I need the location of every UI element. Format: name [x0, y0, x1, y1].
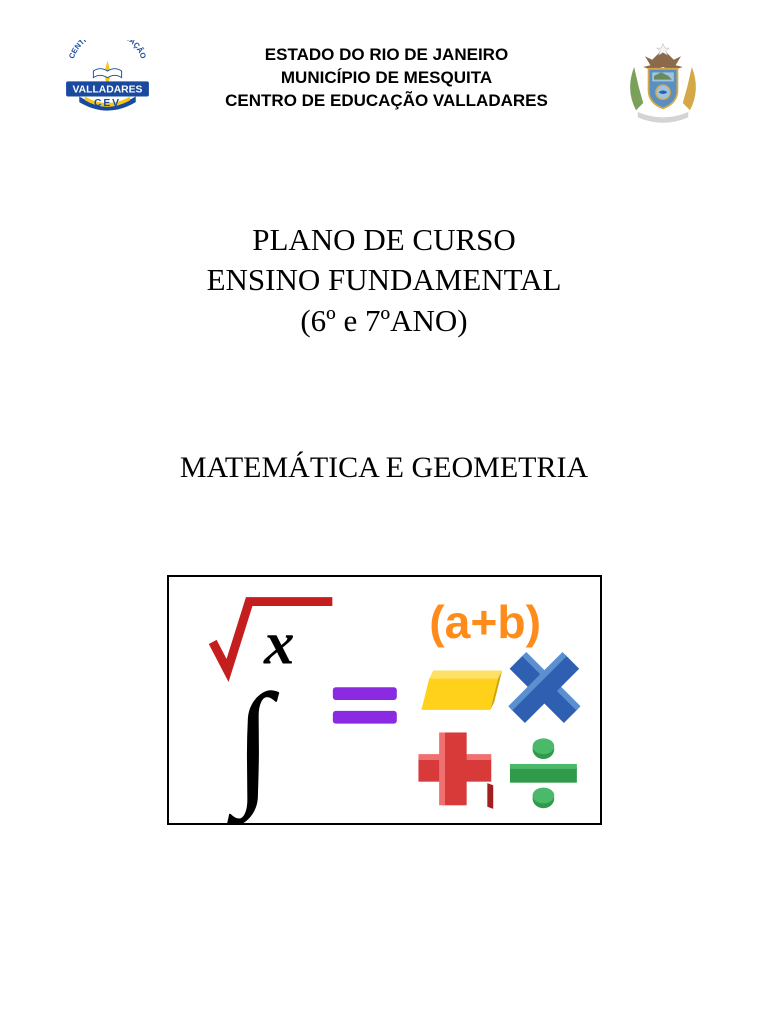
course-title: PLANO DE CURSO ENSINO FUNDAMENTAL (6º e … [60, 220, 708, 341]
header-line-3: CENTRO DE EDUCAÇÃO VALLADARES [165, 90, 608, 113]
header-line-2: MUNICÍPIO DE MESQUITA [165, 67, 608, 90]
svg-text:CEV: CEV [94, 98, 121, 109]
equals-symbol [332, 687, 396, 723]
subject-title: MATEMÁTICA E GEOMETRIA [60, 451, 708, 485]
integral-symbol: ∫ [226, 665, 279, 822]
logo-band-text: VALLADARES [73, 85, 143, 96]
header-row: CENTRO DE EDUCAÇÃO VALLADARES CEV ESTADO… [60, 40, 708, 130]
institution-header: ESTADO DO RIO DE JANEIRO MUNICÍPIO DE ME… [165, 40, 608, 113]
valladares-logo: CENTRO DE EDUCAÇÃO VALLADARES CEV [60, 40, 155, 120]
title-line-2: ENSINO FUNDAMENTAL [60, 260, 708, 300]
divide-tile [509, 738, 576, 808]
document-page: CENTRO DE EDUCAÇÃO VALLADARES CEV ESTADO… [0, 0, 768, 865]
rio-coat-of-arms [618, 40, 708, 130]
parentheses-expression: (a+b) [429, 596, 541, 648]
minus-tile [421, 670, 502, 709]
times-tile [490, 634, 599, 743]
plus-tile [418, 732, 493, 808]
math-illustration: x ∫ (a+b) [167, 575, 602, 825]
header-line-1: ESTADO DO RIO DE JANEIRO [165, 44, 608, 67]
svg-text:CENTRO DE EDUCAÇÃO: CENTRO DE EDUCAÇÃO [67, 40, 148, 60]
title-line-3: (6º e 7ºANO) [60, 301, 708, 341]
title-line-1: PLANO DE CURSO [60, 220, 708, 260]
